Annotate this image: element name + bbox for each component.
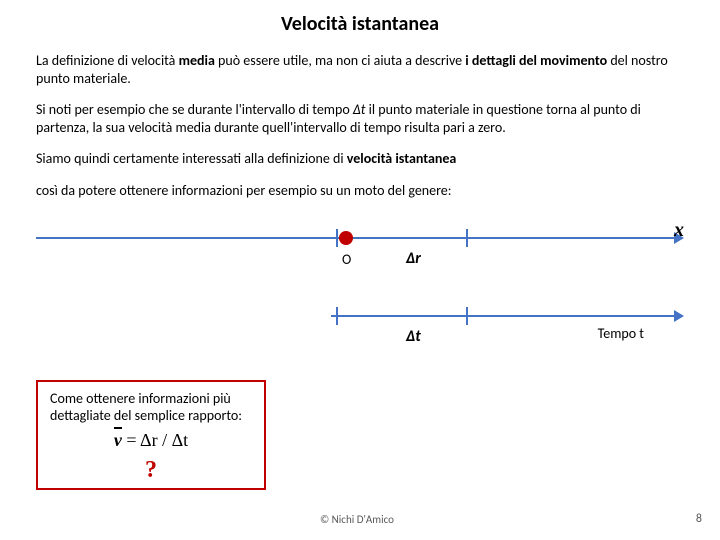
x-end-label: x	[674, 219, 684, 242]
t-tick-origin	[336, 307, 338, 325]
p3-pre: Siamo quindi certamente interessati alla…	[36, 150, 347, 167]
x-tick-end	[466, 229, 468, 247]
t-axis: Δt Tempo t	[36, 303, 684, 333]
x-axis-line	[36, 237, 678, 239]
p1-mid: può essere utile, ma non ci aiuta a desc…	[215, 52, 465, 69]
tempo-label: Tempo t	[598, 325, 644, 342]
p1-media: media	[179, 52, 215, 69]
paragraph-1: La definizione di velocità media può ess…	[36, 52, 684, 87]
paragraph-3: Siamo quindi certamente interessati alla…	[36, 150, 684, 168]
p1-dettagli: i dettagli del movimento	[465, 52, 607, 69]
paragraph-4: così da potere ottenere informazioni per…	[36, 182, 684, 200]
t-axis-arrow	[674, 310, 684, 322]
slide-title: Velocità istantanea	[36, 12, 684, 36]
question-mark: ?	[50, 457, 252, 484]
formula-rest: = Δr / Δt	[122, 430, 188, 450]
p2-dt: Δt	[353, 101, 366, 118]
delta-r-label: Δr	[406, 249, 421, 268]
t-tick-end	[466, 307, 468, 325]
x-axis: O Δr x	[36, 225, 684, 255]
p1-pre: La definizione di velocità	[36, 52, 179, 69]
info-box: Come ottenere informazioni più dettaglia…	[36, 380, 266, 490]
box-text: Come ottenere informazioni più dettaglia…	[50, 390, 252, 424]
p2-pre: Si noti per esempio che se durante l'int…	[36, 101, 353, 118]
x-tick-origin	[336, 229, 338, 247]
p3-b: velocità istantanea	[347, 150, 457, 167]
particle-dot	[339, 231, 353, 245]
vbar: v	[114, 430, 122, 451]
t-axis-line	[331, 315, 678, 317]
formula: v = Δr / Δt	[50, 430, 252, 451]
page-number: 8	[696, 512, 702, 526]
footer-copyright: © Nichi D'Amico	[320, 513, 394, 526]
paragraph-2: Si noti per esempio che se durante l'int…	[36, 101, 684, 136]
delta-t-label: Δt	[406, 327, 421, 346]
origin-label: O	[342, 251, 351, 268]
